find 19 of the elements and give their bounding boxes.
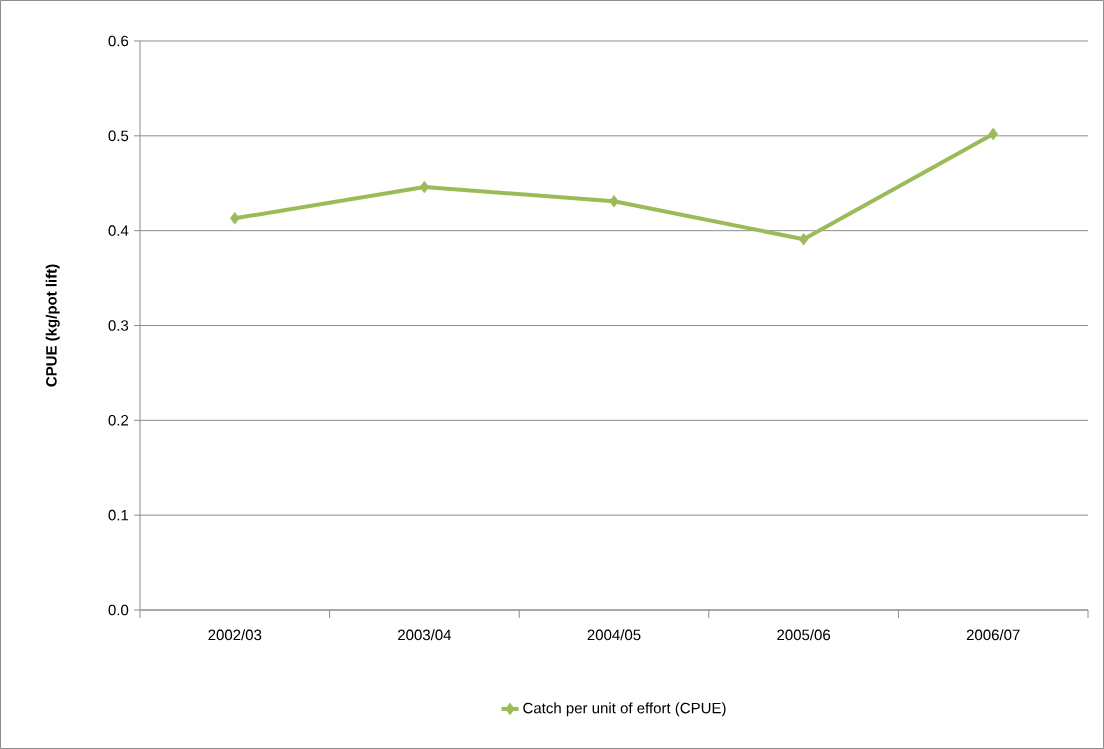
y-tick-label: 0.2	[108, 415, 129, 426]
point	[230, 212, 240, 225]
x-tick-label: 2006/07	[966, 629, 1020, 641]
legend-label: Catch per unit of effort (CPUE)	[523, 702, 726, 717]
point	[988, 127, 998, 141]
y-tick-label: 0.5	[108, 130, 129, 142]
point	[419, 180, 430, 194]
x-tick-label: 2005/06	[777, 629, 831, 641]
point	[609, 195, 619, 208]
y-axis-title: CPUE (kg/pot lift)	[45, 264, 60, 387]
x-tick-label: 2004/05	[587, 629, 641, 641]
x-tick-label: 2002/03	[208, 629, 262, 641]
y-tick-label: 0.0	[108, 604, 129, 616]
y-tick-label: 0.4	[108, 225, 129, 236]
y-tick-label: 0.1	[108, 509, 129, 521]
y-tick-label: 0.3	[108, 320, 129, 331]
y-tick-label: 0.6	[108, 35, 129, 47]
point	[798, 232, 809, 246]
x-tick-label: 2003/04	[398, 629, 452, 641]
